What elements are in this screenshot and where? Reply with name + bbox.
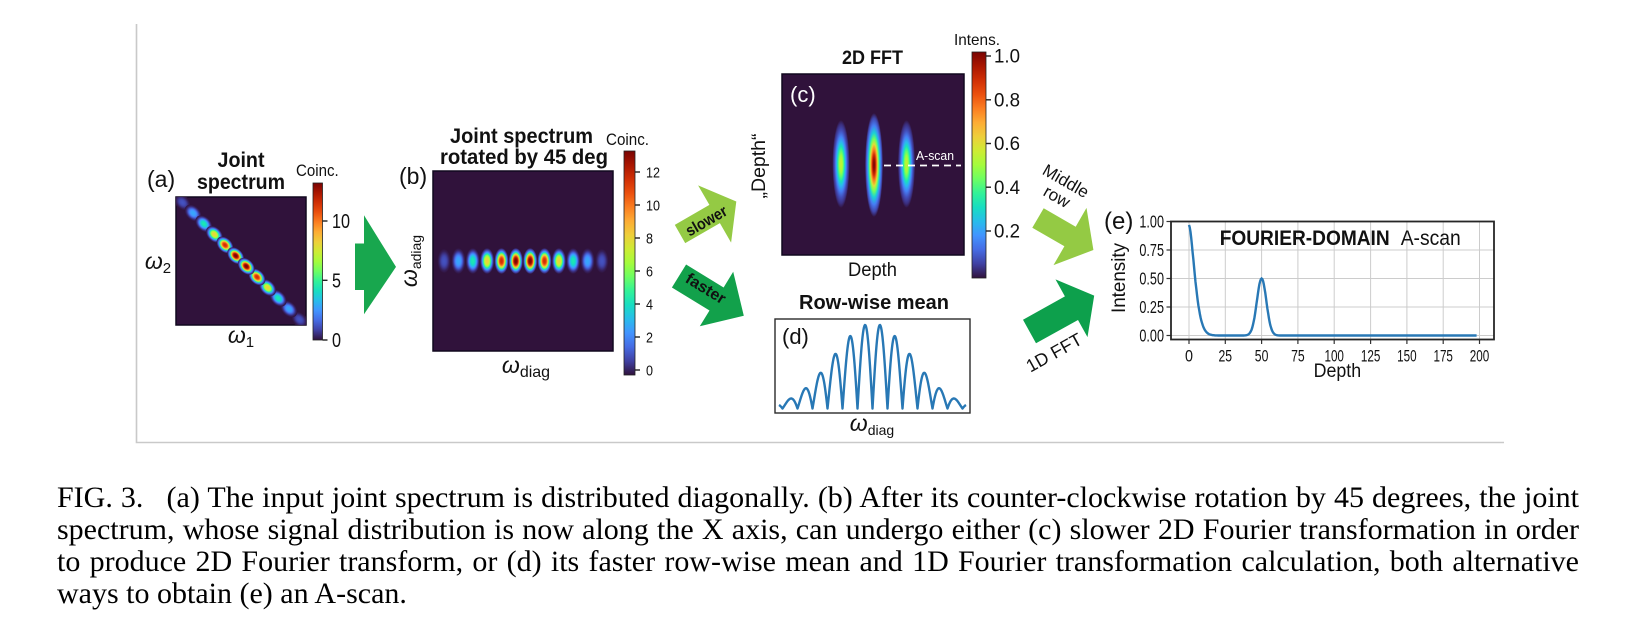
svg-text:75: 75 <box>1291 347 1305 366</box>
svg-text:ω1: ω1 <box>228 322 254 351</box>
svg-text:4: 4 <box>646 298 653 314</box>
svg-text:0.8: 0.8 <box>994 90 1020 111</box>
svg-text:10: 10 <box>646 199 660 215</box>
svg-text:FOURIER-DOMAIN: FOURIER-DOMAIN <box>1220 226 1390 250</box>
svg-text:(d): (d) <box>782 324 809 349</box>
svg-text:0.50: 0.50 <box>1139 269 1164 289</box>
svg-text:ω2: ω2 <box>145 248 171 277</box>
svg-text:Depth: Depth <box>848 260 897 281</box>
svg-text:125: 125 <box>1361 347 1381 366</box>
svg-text:Intensity: Intensity <box>1109 243 1130 313</box>
svg-text:25: 25 <box>1219 347 1233 366</box>
svg-text:ωadiag: ωadiag <box>396 235 424 287</box>
svg-text:175: 175 <box>1433 347 1453 366</box>
svg-text:(a): (a) <box>147 166 175 192</box>
svg-text:100: 100 <box>1324 347 1344 366</box>
svg-text:0: 0 <box>332 330 341 352</box>
svg-text:(b): (b) <box>399 163 427 189</box>
svg-text:0.4: 0.4 <box>994 178 1020 199</box>
svg-text:1.00: 1.00 <box>1139 212 1164 232</box>
svg-text:8: 8 <box>646 232 653 248</box>
svg-text:2: 2 <box>646 331 653 347</box>
svg-text:(e): (e) <box>1104 208 1133 235</box>
svg-text:150: 150 <box>1397 347 1417 366</box>
svg-text:ωdiag: ωdiag <box>502 352 550 381</box>
svg-text:Coinc.: Coinc. <box>606 131 649 149</box>
svg-text:0.2: 0.2 <box>994 222 1020 243</box>
svg-text:Joint: Joint <box>218 149 265 172</box>
svg-text:A-scan: A-scan <box>1401 226 1461 250</box>
svg-text:Joint spectrum: Joint spectrum <box>450 125 593 148</box>
svg-text:1.0: 1.0 <box>994 47 1020 68</box>
svg-text:A-scan: A-scan <box>916 148 954 163</box>
svg-text:Row-wise mean: Row-wise mean <box>799 292 949 314</box>
svg-text:0.6: 0.6 <box>994 134 1020 155</box>
svg-text:Depth: Depth <box>1314 361 1362 382</box>
svg-text:0.25: 0.25 <box>1139 297 1164 317</box>
svg-text:2D FFT: 2D FFT <box>842 48 903 69</box>
svg-text:0.00: 0.00 <box>1139 326 1164 346</box>
svg-text:rotated by 45 deg: rotated by 45 deg <box>440 146 608 169</box>
svg-text:1D FFT: 1D FFT <box>1023 329 1086 376</box>
svg-text:0: 0 <box>1185 347 1193 366</box>
svg-text:10: 10 <box>332 211 350 233</box>
svg-text:„Depth“: „Depth“ <box>749 134 770 199</box>
svg-text:12: 12 <box>646 166 660 182</box>
svg-text:ωdiag: ωdiag <box>850 410 894 438</box>
svg-text:Intens.: Intens. <box>954 32 1000 49</box>
svg-text:50: 50 <box>1255 347 1269 366</box>
svg-text:5: 5 <box>332 270 341 292</box>
svg-text:6: 6 <box>646 265 653 281</box>
svg-text:0: 0 <box>646 364 653 380</box>
svg-text:200: 200 <box>1470 347 1490 366</box>
svg-text:(c): (c) <box>790 82 816 107</box>
svg-text:Coinc.: Coinc. <box>296 162 339 180</box>
svg-text:0.75: 0.75 <box>1139 240 1164 260</box>
svg-text:spectrum: spectrum <box>197 171 285 194</box>
